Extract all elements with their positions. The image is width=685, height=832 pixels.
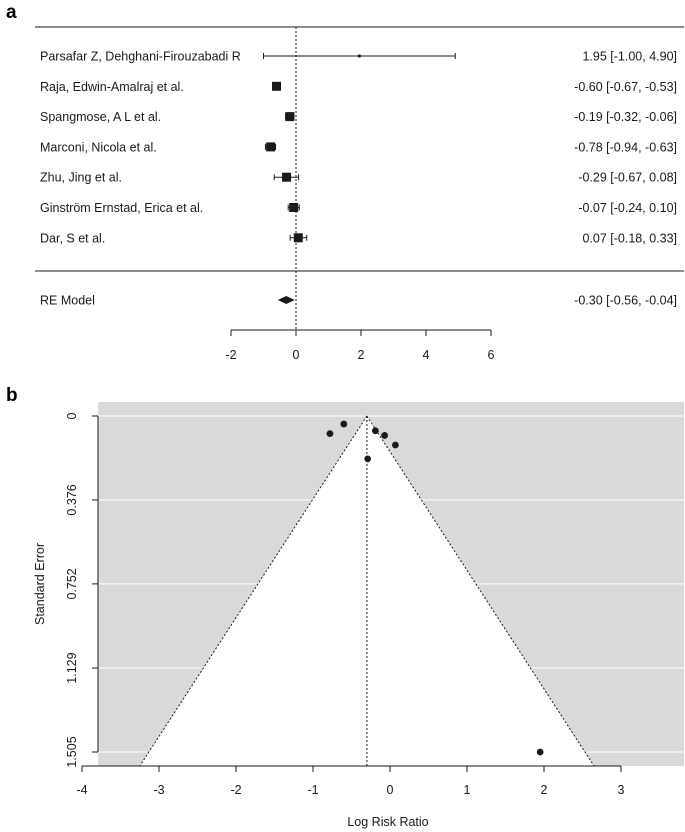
study-estimate-marker [282, 172, 292, 182]
study-estimate-marker [293, 233, 303, 243]
study-point [340, 420, 348, 428]
funnel-region [139, 416, 595, 766]
study-estimate-text: -0.78 [-0.94, -0.63] [574, 140, 677, 154]
funnel-plot: b -4 -3 -2 -1 0 1 2 3 0 0.376 0.752 1.129 1.505 Log… [6, 385, 684, 829]
x-tick-label: -2 [225, 348, 236, 362]
study-label: Raja, Edwin-Amalraj et al. [40, 80, 184, 94]
funnel-right-edge [366, 415, 595, 767]
panel-letter-b: b [6, 385, 18, 406]
summary-diamond [277, 296, 295, 304]
study-estimate-text: -0.19 [-0.32, -0.06] [574, 110, 677, 124]
x-tick-label: -4 [76, 783, 87, 797]
forest-plot: a Parsafar Z, Dehghani-Firouzabadi R 1.95… [6, 2, 684, 362]
study-estimate-text: -0.07 [-0.24, 0.10] [578, 201, 677, 215]
study-estimate-marker [266, 142, 276, 152]
study-label: Zhu, Jing et al. [40, 171, 122, 185]
y-tick-label: 0 [65, 412, 79, 419]
funnel-x-axis: -4 -3 -2 -1 0 1 2 3 [76, 765, 625, 797]
study-point [371, 427, 379, 435]
x-axis-title: Log Risk Ratio [347, 815, 428, 829]
study-point [536, 748, 544, 756]
x-tick-label: 2 [358, 348, 365, 362]
panel-letter-a: a [6, 2, 17, 23]
x-tick-label: 2 [541, 783, 548, 797]
x-tick-label: -2 [230, 783, 241, 797]
study-point [391, 441, 399, 449]
study-estimate-marker [285, 112, 295, 122]
x-tick-label: -3 [153, 783, 164, 797]
study-estimate-text: 0.07 [-0.18, 0.33] [582, 231, 677, 245]
study-point [381, 432, 389, 439]
summary-estimate-text: -0.30 [-0.56, -0.04] [574, 294, 677, 308]
study-point [364, 455, 372, 463]
study-label: Marconi, Nicola et al. [40, 140, 157, 154]
study-estimate-marker [289, 203, 299, 212]
study-estimate-marker [272, 81, 281, 91]
study-label: Parsafar Z, Dehghani-Firouzabadi R [40, 50, 241, 64]
x-tick-label: 3 [618, 783, 625, 797]
y-tick-label: 0.376 [65, 484, 79, 515]
study-estimate-marker [357, 54, 361, 58]
study-label: Spangmose, A L et al. [40, 110, 161, 124]
y-axis-title: Standard Error [33, 543, 47, 625]
x-tick-label: -1 [307, 783, 318, 797]
study-estimate-text: -0.29 [-0.67, 0.08] [578, 171, 677, 185]
y-tick-label: 1.129 [65, 652, 79, 683]
study-label: Ginström Ernstad, Erica et al. [40, 201, 203, 215]
study-estimate-text: -0.60 [-0.67, -0.53] [574, 80, 677, 94]
x-tick-label: 1 [464, 783, 471, 797]
study-label: Dar, S et al. [40, 231, 105, 245]
forest-x-axis: -2 0 2 4 6 [225, 329, 495, 362]
y-tick-label: 1.505 [65, 736, 79, 767]
y-tick-label: 0.752 [65, 568, 79, 599]
x-tick-label: 6 [488, 348, 495, 362]
funnel-left-edge [139, 415, 368, 767]
x-tick-label: 4 [423, 348, 430, 362]
funnel-y-axis: 0 0.376 0.752 1.129 1.505 [65, 412, 99, 768]
x-tick-label: 0 [387, 783, 394, 797]
x-tick-label: 0 [293, 348, 300, 362]
summary-label: RE Model [40, 294, 95, 308]
study-estimate-text: 1.95 [-1.00, 4.90] [582, 50, 677, 64]
study-point [326, 430, 334, 438]
